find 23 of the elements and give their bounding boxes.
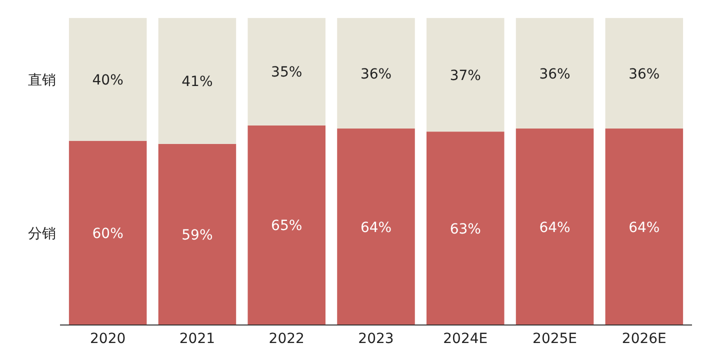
x-tick-label: 2025E [532, 331, 578, 347]
data-label: 35% [271, 64, 302, 81]
data-label: 65% [271, 218, 302, 234]
data-label: 59% [182, 227, 213, 244]
data-label: 40% [92, 72, 124, 88]
series-label: 分销 [28, 226, 56, 242]
data-label: 64% [360, 220, 392, 236]
data-label: 37% [450, 68, 481, 84]
data-label: 41% [182, 74, 213, 90]
data-label: 36% [539, 66, 570, 82]
x-tick-label: 2021 [179, 331, 216, 347]
series-label: 直销 [28, 72, 56, 88]
data-label: 64% [628, 220, 660, 236]
x-tick-label: 2023 [358, 331, 394, 347]
x-tick-label: 2020 [90, 331, 126, 347]
data-label: 36% [360, 66, 392, 82]
data-label: 64% [539, 220, 570, 236]
data-label: 36% [628, 66, 660, 82]
x-tick-label: 2026E [622, 331, 666, 347]
data-label: 63% [450, 221, 481, 238]
x-tick-label: 2022 [268, 331, 304, 347]
x-tick-label: 2024E [443, 331, 488, 347]
data-label: 60% [92, 226, 124, 242]
